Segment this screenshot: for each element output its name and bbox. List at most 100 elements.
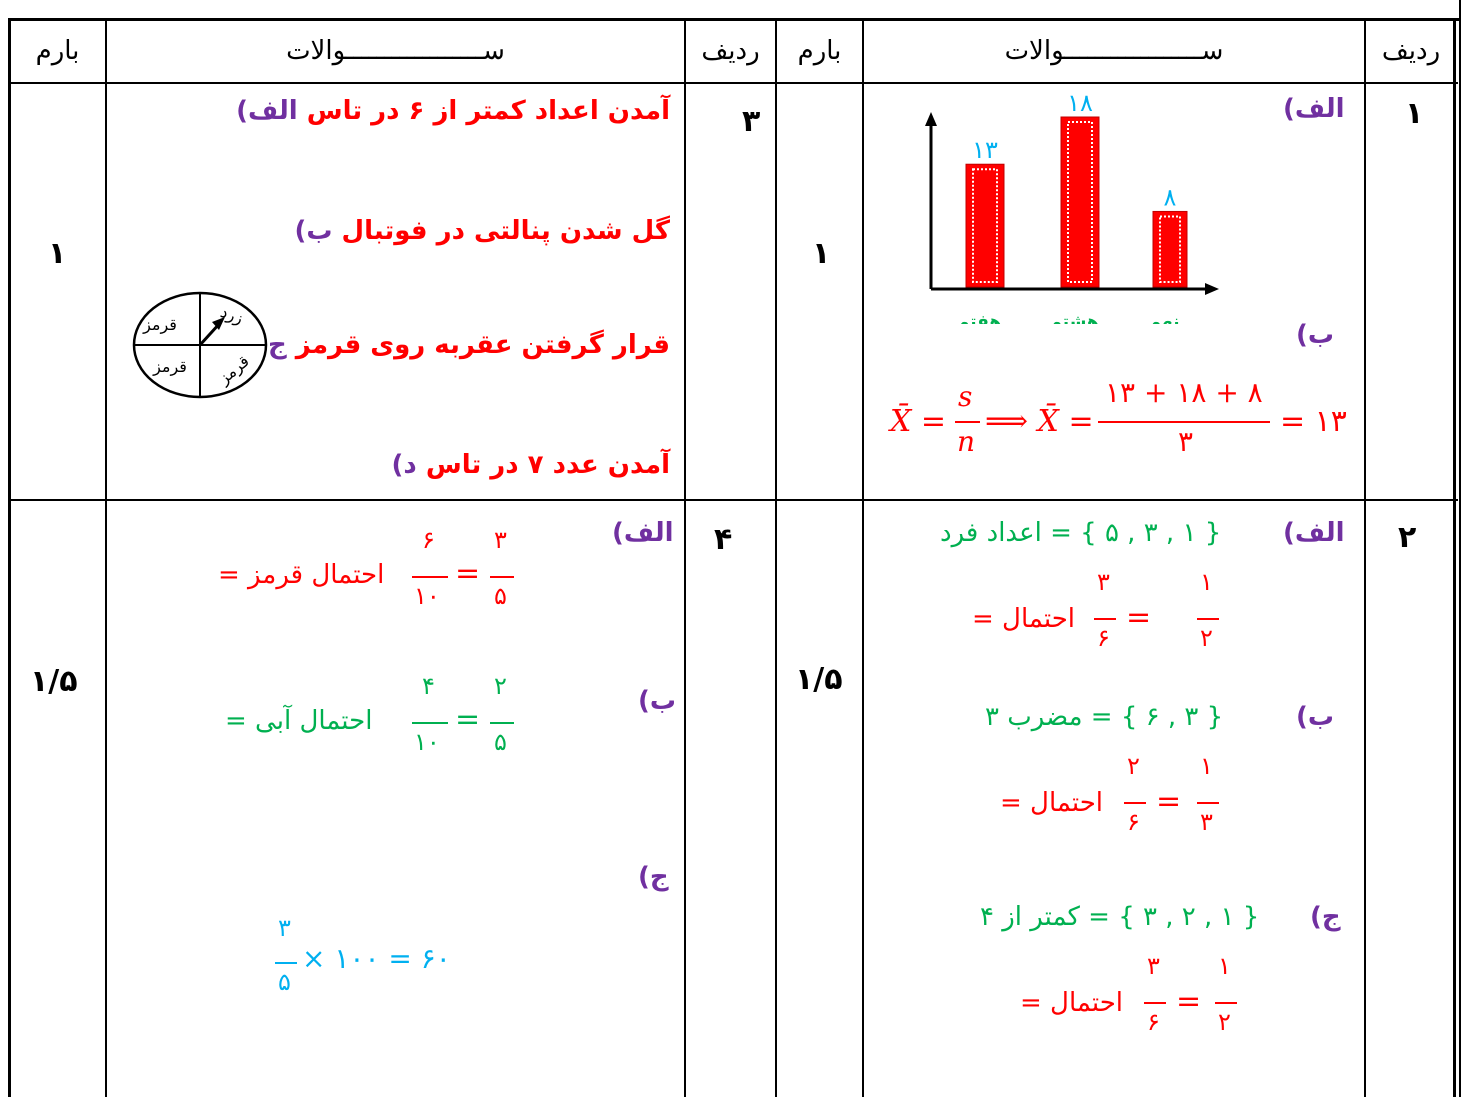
- formula-n: n: [957, 425, 976, 458]
- frac-num: ۳: [278, 914, 291, 942]
- bar-2: [1060, 116, 1100, 288]
- row-number: ۲: [1398, 520, 1417, 555]
- score: ۱/۵: [30, 664, 78, 699]
- probability-label: احتمال =: [972, 604, 1076, 634]
- formula-sum-line: [1098, 421, 1270, 423]
- question-b: گل شدن پنالتی در فوتبال ب): [294, 216, 670, 246]
- part-a-label: الف): [1283, 94, 1345, 124]
- frac-den: ۶: [1127, 808, 1140, 836]
- odd-numbers-set: { ۱ , ۳ , ۵ } = اعداد فرد: [940, 518, 1222, 548]
- spinner-diagram: قرمز زرد قرمز قرمز: [132, 291, 268, 399]
- bar-3: [1152, 210, 1188, 288]
- question-d-text: آمدن عدد ۷ در تاس: [425, 450, 670, 480]
- frac-den: ۱۰: [414, 728, 440, 756]
- frac-line: [490, 722, 514, 724]
- bar-value-label: ۱۸: [1067, 89, 1093, 117]
- y-axis-arrow: [925, 112, 937, 126]
- question-b-text: گل شدن پنالتی در فوتبال: [341, 216, 670, 246]
- part-c-label: ج): [1310, 902, 1341, 932]
- frac-line: [1197, 802, 1219, 804]
- table-border-right-outer: [1459, 0, 1461, 1097]
- equals: =: [1176, 984, 1202, 1019]
- frac-num: ۳: [1097, 568, 1110, 596]
- frac-den: ۱۰: [414, 582, 440, 610]
- frac-den: ۲: [1218, 1008, 1231, 1036]
- formula-numerator: ۱۳ + ۱۸ + ۸: [1105, 376, 1263, 409]
- formula-fraction-line: [955, 421, 980, 423]
- part-b-label: ب): [638, 686, 677, 716]
- question-a-text: آمدن اعداد کمتر از ۶ در تاس: [306, 96, 670, 126]
- frac-line: [1124, 802, 1146, 804]
- frac-den: ۶: [1147, 1008, 1160, 1036]
- frac-line: [1144, 1002, 1166, 1004]
- bar-chart: ۱۳ هفتم ۱۸ هشتم ۸ نهم: [925, 89, 1219, 324]
- frac-line: [412, 722, 448, 724]
- frac-num: ۱: [1200, 752, 1213, 780]
- bar-pattern: [1067, 121, 1093, 283]
- bar-1: [965, 163, 1005, 288]
- formula-result: = ۱۳: [1280, 404, 1347, 439]
- score: ۱/۵: [795, 662, 843, 697]
- header-row-right: ردیف: [1381, 36, 1441, 66]
- frac-line: [490, 576, 514, 578]
- probability-blue-label: احتمال آبی =: [225, 706, 373, 736]
- part-b-label: ب): [1296, 320, 1335, 350]
- equals: =: [455, 702, 481, 737]
- probability-label: احتمال =: [1020, 988, 1124, 1018]
- probability-label: احتمال =: [1000, 788, 1104, 818]
- question-d: آمدن عدد ۷ در تاس د): [392, 450, 670, 480]
- col-divider-1: [105, 18, 107, 1097]
- frac-num: ۱: [1200, 568, 1213, 596]
- col-divider-3: [775, 18, 777, 1097]
- less-than-4-set: { ۱ , ۲ , ۳ } = کمتر از ۴: [980, 902, 1260, 932]
- category-label: نهم: [1149, 312, 1180, 324]
- frac-num: ۴: [422, 672, 435, 700]
- frac-line: [275, 962, 297, 964]
- frac-num: ۳: [494, 526, 507, 554]
- question-c: قرار گرفتن عقربه روی قرمز ج): [256, 330, 670, 360]
- bar-value-label: ۱۳: [972, 136, 998, 164]
- score: ۱: [48, 236, 67, 271]
- frac-line: [1197, 618, 1219, 620]
- table-border-right: [1453, 18, 1456, 1097]
- frac-den: ۶: [1097, 624, 1110, 652]
- header-score-left: بارم: [35, 36, 80, 66]
- frac-num: ۲: [1127, 752, 1140, 780]
- part-a-label: الف): [236, 96, 298, 126]
- row-number: ۴: [714, 522, 733, 557]
- formula-s: s: [958, 380, 973, 413]
- row-divider: [8, 499, 1458, 501]
- part-a-label: الف): [1283, 518, 1345, 548]
- spinner-sector-bottom-left: قرمز: [152, 357, 187, 377]
- bar-pattern: [972, 168, 998, 283]
- frac-num: ۱: [1218, 952, 1231, 980]
- formula-xbar-left: X̄ =: [890, 404, 947, 439]
- frac-num: ۳: [1147, 952, 1160, 980]
- equals: =: [1156, 784, 1182, 819]
- header-row-left: ردیف: [701, 36, 760, 66]
- col-divider-4: [862, 18, 864, 1097]
- part-d-label: د): [391, 450, 417, 480]
- formula-implies: ⟹ X̄ =: [985, 404, 1094, 439]
- table-border-left: [8, 18, 11, 1097]
- question-c-text: قرار گرفتن عقربه روی قرمز: [295, 330, 670, 360]
- bar-value-label: ۸: [1164, 183, 1177, 211]
- part-a-label: الف): [612, 518, 674, 548]
- frac-den: ۵: [494, 728, 507, 756]
- part-b-label: ب): [294, 216, 333, 246]
- header-questions-right: ســــــــــــــــــوالات: [1004, 36, 1224, 66]
- row-number: ۱: [1405, 96, 1424, 131]
- frac-den: ۲: [1200, 624, 1213, 652]
- col-divider-5: [1364, 18, 1366, 1097]
- header-row-divider: [8, 82, 1458, 84]
- spinner-sector-top-left: قرمز: [142, 315, 177, 335]
- col-divider-2: [684, 18, 686, 1097]
- category-label: هشتم: [1049, 312, 1098, 324]
- frac-num: ۶: [422, 526, 435, 554]
- score: ۱: [812, 236, 831, 271]
- frac-line: [1094, 618, 1116, 620]
- formula-denominator: ۳: [1178, 425, 1194, 458]
- frac-num: ۲: [494, 672, 507, 700]
- frac-den: ۵: [278, 968, 291, 996]
- spinner-pointer-head: [212, 317, 225, 330]
